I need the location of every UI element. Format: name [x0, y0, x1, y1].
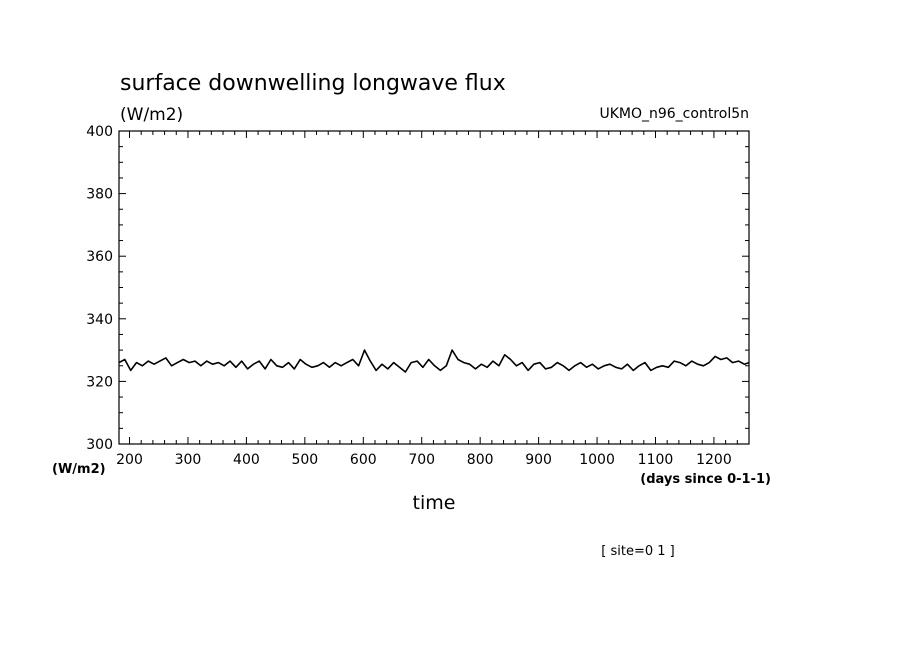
x-axis-units-label: (days since 0-1-1): [640, 472, 771, 487]
x-tick-label: 1200: [696, 452, 732, 468]
x-tick-label: 1000: [579, 452, 615, 468]
x-tick-label: 1100: [638, 452, 674, 468]
chart-title: surface downwelling longwave flux: [120, 71, 506, 96]
x-tick-label: 400: [233, 452, 260, 468]
y-tick-label: 380: [86, 187, 113, 203]
site-footer: [ site=0 1 ]: [601, 544, 674, 559]
x-tick-label: 300: [175, 452, 202, 468]
model-label: UKMO_n96_control5n: [599, 106, 749, 122]
y-axis-ticks: 300 320 340 360 380 400: [86, 124, 749, 453]
x-tick-label: 600: [350, 452, 377, 468]
y-tick-label: 320: [86, 374, 113, 390]
y-tick-label: 340: [86, 312, 113, 328]
x-axis-ticks: 200 300 400 500 600 700 800 900 1000 1100 1200: [116, 131, 750, 468]
y-axis-units-label: (W/m2): [52, 462, 106, 477]
y-tick-label: 300: [86, 437, 113, 453]
y-tick-label: 400: [86, 124, 113, 140]
x-tick-label: 800: [467, 452, 494, 468]
y-tick-label: 360: [86, 249, 113, 265]
x-axis-label: time: [413, 492, 456, 514]
x-tick-label: 900: [525, 452, 552, 468]
chart-subtitle-units: (W/m2): [120, 105, 183, 125]
plot-frame: [118, 130, 750, 445]
x-tick-label: 700: [408, 452, 435, 468]
x-tick-label: 200: [116, 452, 143, 468]
series-layer: [118, 349, 750, 373]
series-line: [118, 349, 750, 373]
x-tick-label: 500: [291, 452, 318, 468]
